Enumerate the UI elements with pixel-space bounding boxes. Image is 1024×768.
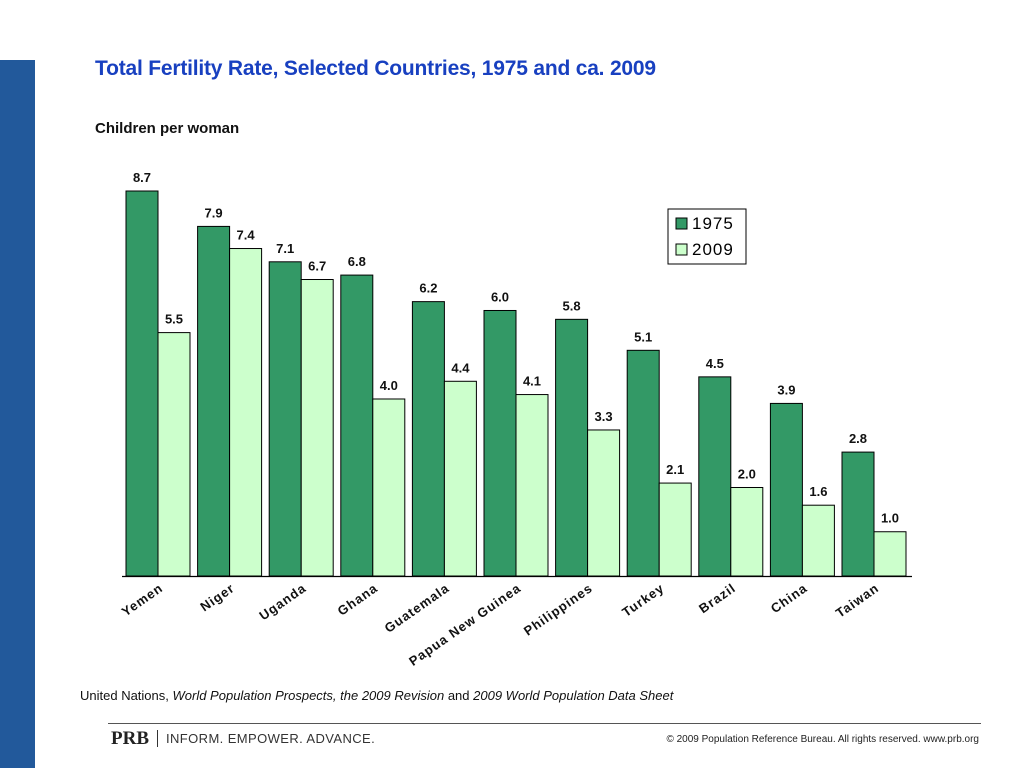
- category-label-turkey: Turkey: [619, 580, 667, 620]
- bar-brazil-2009: [730, 486, 764, 577]
- legend-swatch-2009: [675, 243, 688, 256]
- source-prefix: United Nations,: [80, 688, 173, 703]
- bar-papua-new-guinea-2009: [515, 394, 549, 577]
- category-label-guatemala: Guatemala: [382, 580, 452, 636]
- bar-guatemala-1975: [411, 301, 445, 577]
- source-title-2: 2009 World Population Data Sheet: [473, 688, 674, 703]
- bar-guatemala-2009: [443, 380, 477, 577]
- bar-china-2009: [801, 504, 835, 577]
- data-label-guatemala-1975: 6.2: [419, 281, 437, 296]
- category-label-ghana: Ghana: [335, 580, 381, 618]
- side-accent-bar: [0, 60, 35, 768]
- chart-subtitle: Children per woman: [95, 120, 240, 137]
- data-label-brazil-1975: 4.5: [706, 356, 724, 371]
- category-label-brazil: Brazil: [696, 580, 739, 616]
- data-label-taiwan-1975: 2.8: [849, 431, 867, 446]
- data-label-uganda-1975: 7.1: [276, 241, 294, 256]
- bar-papua-new-guinea-1975: [483, 309, 517, 577]
- category-label-uganda: Uganda: [256, 580, 309, 623]
- footer-tagline: INFORM. EMPOWER. ADVANCE.: [166, 731, 376, 746]
- data-label-uganda-2009: 6.7: [308, 259, 326, 274]
- bar-ghana-2009: [372, 398, 406, 577]
- source-title-1: World Population Prospects, the 2009 Rev…: [172, 688, 445, 703]
- category-label-philippines: Philippines: [521, 580, 595, 638]
- bar-philippines-2009: [587, 429, 621, 577]
- data-label-ghana-1975: 6.8: [348, 254, 366, 269]
- bar-brazil-1975: [698, 376, 732, 577]
- data-label-china-1975: 3.9: [777, 382, 795, 397]
- bar-uganda-2009: [300, 279, 334, 577]
- category-label-niger: Niger: [197, 580, 237, 614]
- bar-uganda-1975: [268, 261, 302, 577]
- bar-chart: 8.7 5.5 Yemen 7.9 7.4 Niger 7.1 6.7 Uganda 6.8 4.0…: [119, 170, 912, 669]
- source-note: United Nations, World Population Prospec…: [80, 688, 673, 703]
- legend-label-1975: 1975: [692, 214, 734, 233]
- bar-taiwan-2009: [873, 531, 907, 577]
- data-label-brazil-2009: 2.0: [738, 466, 756, 481]
- category-label-china: China: [768, 580, 810, 616]
- copyright-text: © 2009 Population Reference Bureau. All …: [666, 734, 979, 745]
- data-label-yemen-2009: 5.5: [165, 312, 183, 327]
- data-label-papua-new-guinea-2009: 4.1: [523, 374, 541, 389]
- data-label-philippines-2009: 3.3: [595, 409, 613, 424]
- bar-turkey-2009: [658, 482, 692, 577]
- bar-niger-2009: [229, 248, 263, 577]
- data-label-yemen-1975: 8.7: [133, 170, 151, 185]
- bar-turkey-1975: [626, 349, 660, 577]
- bar-china-1975: [769, 402, 803, 577]
- data-label-guatemala-2009: 4.4: [451, 360, 470, 375]
- data-label-turkey-1975: 5.1: [634, 329, 652, 344]
- bar-yemen-1975: [125, 190, 159, 577]
- chart-title: Total Fertility Rate, Selected Countries…: [95, 57, 656, 80]
- legend-swatch-1975: [675, 217, 688, 230]
- prb-logo: PRB: [111, 728, 149, 749]
- source-conjunction: and: [444, 688, 474, 703]
- bar-philippines-1975: [555, 318, 589, 577]
- bar-taiwan-1975: [841, 451, 875, 577]
- bar-yemen-2009: [157, 332, 191, 577]
- data-label-papua-new-guinea-1975: 6.0: [491, 289, 509, 304]
- data-label-niger-2009: 7.4: [237, 228, 256, 243]
- footer-divider: [108, 723, 981, 724]
- legend-label-2009: 2009: [692, 240, 734, 259]
- data-label-niger-1975: 7.9: [205, 205, 223, 220]
- data-label-ghana-2009: 4.0: [380, 378, 398, 393]
- data-label-taiwan-2009: 1.0: [881, 511, 899, 526]
- data-label-china-2009: 1.6: [809, 484, 827, 499]
- bar-niger-1975: [197, 225, 231, 577]
- data-label-turkey-2009: 2.1: [666, 462, 684, 477]
- category-label-taiwan: Taiwan: [833, 580, 882, 620]
- logo-separator: [157, 730, 158, 747]
- category-label-yemen: Yemen: [119, 580, 166, 619]
- data-label-philippines-1975: 5.8: [563, 298, 581, 313]
- bar-ghana-1975: [340, 274, 374, 577]
